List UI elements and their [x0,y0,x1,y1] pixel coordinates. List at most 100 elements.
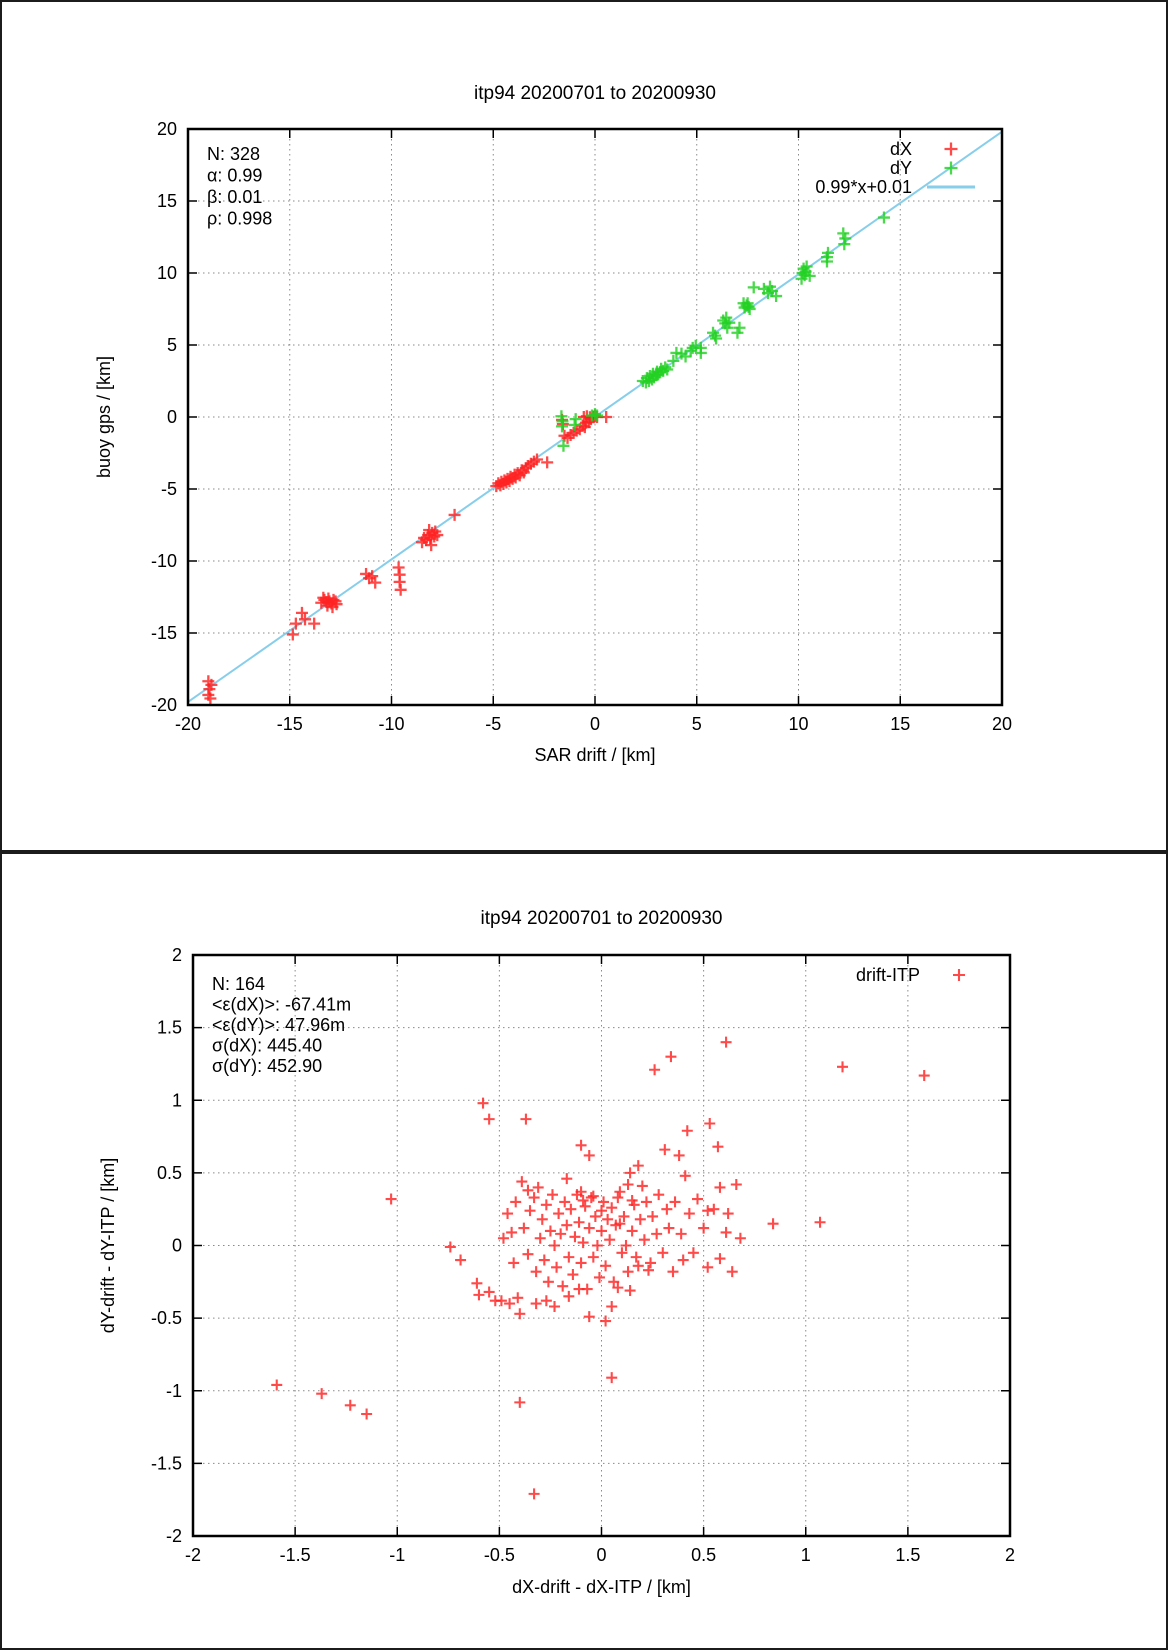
x-axis-label: SAR drift / [km] [534,745,655,765]
data-point [546,1189,558,1201]
data-point [587,1251,599,1263]
x-axis-label: dX-drift - dX-ITP / [km] [512,1577,691,1597]
data-point [514,1308,526,1320]
data-point [691,1193,703,1205]
data-point [628,1199,640,1211]
data-point [585,1192,597,1204]
data-point [642,1264,654,1276]
data-point [702,1261,714,1273]
data-point [714,1253,726,1265]
data-point [495,1295,507,1307]
data-point [659,361,672,374]
data-point [561,1219,573,1231]
data-point [473,1289,485,1301]
data-point [677,1254,689,1266]
data-point [837,1061,849,1073]
data-point [723,316,736,329]
data-point [510,1196,522,1208]
data-point [530,1266,542,1278]
y-tick-label: 2 [172,945,182,965]
data-point [536,1213,548,1225]
stats-line: <ε(dY)>: 47.96m [212,1015,345,1035]
data-point [531,453,544,466]
data-point [665,1051,677,1063]
data-point [645,1257,657,1269]
x-tick-label: -10 [378,714,404,734]
data-point [542,1276,554,1288]
data-point [620,1240,632,1251]
data-point [524,1205,536,1217]
y-tick-label: -0.5 [151,1308,182,1328]
data-point [502,1208,514,1220]
y-tick-label: -5 [161,479,177,499]
series-dY [555,211,890,452]
data-point [803,269,816,282]
legend-marker-dX [944,142,958,156]
data-point [530,1298,542,1310]
tick-marks [192,954,1011,1537]
top-chart: -20 -15 -10 -5 0 5 10 15 20 -20 -15 -10 -5 0 5 10 15 20 it… [94,83,1012,765]
data-point [630,1251,642,1263]
data-point [544,1225,556,1237]
stats-line: β: 0.01 [207,187,262,207]
data-point [299,613,312,626]
y-tick-label: -1 [166,1381,182,1401]
data-point [814,1216,826,1228]
data-point [877,211,890,224]
data-point [431,529,444,542]
data-point [575,1139,587,1151]
y-tick-label: 0 [167,407,177,427]
data-point [366,570,379,583]
data-point [455,1254,467,1266]
y-tick-label: -10 [151,551,177,571]
data-point [583,1222,595,1234]
data-point [712,1141,724,1153]
x-tick-label: 5 [692,714,702,734]
data-point [593,1271,605,1283]
data-point [522,1184,534,1196]
legend-marker-drift-ITP [953,969,965,981]
legend-label: drift-ITP [856,965,920,985]
data-point [534,1232,546,1244]
y-tick-label: -20 [151,695,177,715]
data-point [567,1269,579,1281]
data-point [581,1283,593,1295]
stats-line: <ε(dX)>: -67.41m [212,995,351,1015]
data-point [743,303,756,315]
data-point [541,456,554,469]
data-point [632,1160,644,1172]
data-point [606,1202,618,1214]
data-point [571,1189,583,1201]
data-point [394,583,407,596]
data-point [612,1192,624,1204]
data-point [317,591,330,604]
data-point [606,1301,618,1313]
data-point [587,1190,599,1202]
data-point [289,617,302,630]
data-point [638,1234,650,1246]
data-point [612,1282,624,1294]
data-point [626,1225,638,1237]
data-point [770,290,783,303]
data-point [918,1070,930,1082]
data-point [679,1170,691,1182]
data-point [504,1298,516,1310]
data-point [722,1208,734,1220]
data-point [551,1261,563,1273]
data-point [583,1149,595,1161]
data-point [649,1064,661,1076]
data-point [425,539,438,552]
data-point [549,1240,561,1251]
y-tick-label: 15 [157,191,177,211]
data-point [563,1290,575,1302]
data-point [622,1266,634,1278]
data-point [575,1257,587,1269]
chart-title: itp94 20200701 to 20200930 [474,83,716,104]
data-point [720,1226,732,1238]
data-point [604,1234,616,1246]
bottom-chart: -2 -1.5 -1 -0.5 0 0.5 1 1.5 2 -2 -1.5 -1 -0.5 0 0.5 1 1.… [98,908,1015,1597]
data-point [747,281,760,294]
x-tick-label: -20 [175,714,201,734]
data-point [444,1241,456,1253]
data-point [591,409,604,422]
